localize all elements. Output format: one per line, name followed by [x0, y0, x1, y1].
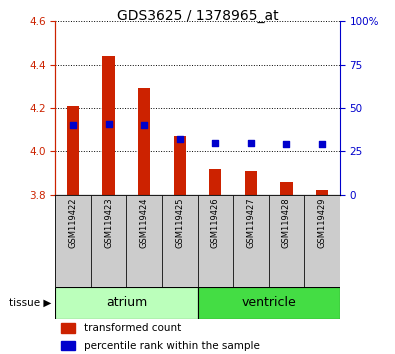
Bar — [198, 195, 233, 287]
Point — [248, 140, 254, 145]
Text: ventricle: ventricle — [241, 296, 296, 309]
Text: GSM119426: GSM119426 — [211, 198, 220, 248]
Bar — [67, 106, 79, 195]
Bar — [61, 341, 75, 350]
Point — [105, 121, 112, 126]
Point — [319, 142, 325, 147]
Bar — [316, 190, 328, 195]
Text: GSM119429: GSM119429 — [318, 198, 326, 248]
Text: GSM119422: GSM119422 — [69, 198, 77, 248]
Bar — [138, 88, 150, 195]
Bar — [280, 182, 293, 195]
Point — [70, 122, 76, 128]
Text: GSM119424: GSM119424 — [140, 198, 149, 248]
Bar — [245, 171, 257, 195]
Point — [141, 122, 147, 128]
Bar — [55, 195, 91, 287]
Point — [212, 140, 218, 145]
Text: GSM119427: GSM119427 — [246, 198, 255, 248]
Text: GDS3625 / 1378965_at: GDS3625 / 1378965_at — [117, 9, 278, 23]
Text: tissue ▶: tissue ▶ — [9, 298, 51, 308]
Bar — [173, 136, 186, 195]
Point — [283, 142, 290, 147]
Bar — [304, 195, 340, 287]
Bar — [61, 323, 75, 333]
Bar — [91, 195, 126, 287]
Text: atrium: atrium — [106, 296, 147, 309]
Bar — [162, 195, 198, 287]
Bar — [55, 287, 198, 319]
Bar — [198, 287, 340, 319]
Text: percentile rank within the sample: percentile rank within the sample — [84, 341, 260, 350]
Bar — [209, 169, 222, 195]
Point — [177, 136, 183, 142]
Text: GSM119423: GSM119423 — [104, 198, 113, 248]
Text: GSM119428: GSM119428 — [282, 198, 291, 248]
Bar — [102, 56, 115, 195]
Bar — [126, 195, 162, 287]
Bar — [269, 195, 304, 287]
Text: GSM119425: GSM119425 — [175, 198, 184, 248]
Text: transformed count: transformed count — [84, 323, 181, 333]
Bar — [233, 195, 269, 287]
